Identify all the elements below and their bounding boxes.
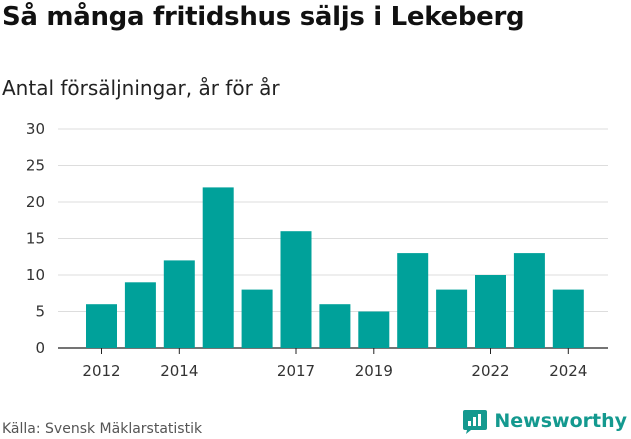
y-tick-label: 10: [26, 266, 45, 284]
bar: [163, 260, 195, 348]
brand-logo: Newsworthy: [462, 408, 627, 434]
x-tick-label: 2012: [82, 362, 120, 380]
bar: [358, 311, 390, 348]
bar: [436, 289, 468, 348]
y-tick-label: 30: [26, 120, 45, 138]
x-tick-label: 2017: [277, 362, 315, 380]
x-tick-label: 2024: [549, 362, 587, 380]
x-tick-label: 2019: [355, 362, 393, 380]
bar: [513, 253, 545, 348]
bar: [319, 304, 351, 348]
axes: 0 5 10 15 20 25 30 2012 2014 2017 2019 2022 2024: [26, 120, 587, 380]
bar: [552, 289, 584, 348]
brand-name: Newsworthy: [494, 410, 627, 432]
x-tick-label: 2014: [160, 362, 198, 380]
bar: [241, 289, 273, 348]
bar: [202, 187, 234, 348]
y-tick-label: 5: [35, 303, 45, 321]
x-tick-label: 2022: [471, 362, 509, 380]
bar: [86, 304, 117, 348]
y-tick-label: 15: [26, 230, 45, 248]
chart-subtitle: Antal försäljningar, år för år: [2, 76, 280, 100]
y-tick-label: 25: [26, 157, 45, 175]
chart-title: Så många fritidshus säljs i Lekeberg: [2, 2, 525, 32]
y-tick-label: 20: [26, 193, 45, 211]
y-tick-label: 0: [35, 339, 45, 357]
bars: [86, 187, 584, 348]
bar: [475, 275, 506, 348]
bar: [280, 231, 312, 348]
bar-chart: 0 5 10 15 20 25 30 2012 2014 2017 2019 2022 2024: [26, 120, 608, 380]
bar: [124, 282, 156, 348]
newsworthy-logo-icon: [463, 410, 488, 434]
bar: [397, 253, 429, 348]
source-note: Källa: Svensk Mäklarstatistik: [2, 421, 203, 437]
